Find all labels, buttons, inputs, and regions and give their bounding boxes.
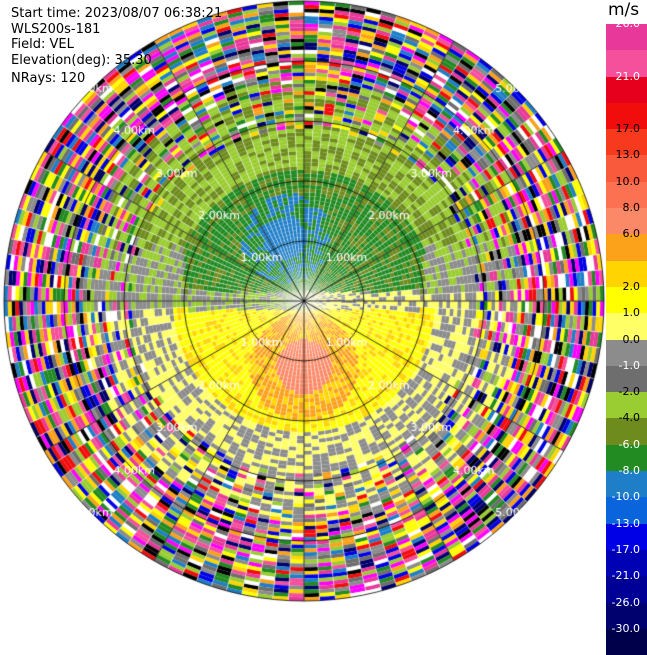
colorbar-label: 2.0 (622, 279, 641, 293)
colorbar-label: 1.0 (622, 306, 641, 320)
elevation-label: Elevation(deg): 35.30 (11, 52, 152, 68)
colorbar-segment: -10.0 (606, 490, 647, 524)
colorbar-segment: -17.0 (606, 543, 647, 577)
colorbar-segment: 17.0 (606, 122, 647, 156)
colorbar-segment: 13.0 (606, 148, 647, 182)
colorbar-segment: -6.0 (606, 438, 647, 472)
colorbar-segment: -1.0 (606, 359, 647, 393)
colorbar-unit: m/s (608, 0, 640, 20)
colorbar-label: 6.0 (622, 227, 641, 241)
colorbar-segment: 1.0 (606, 306, 647, 340)
colorbar-label: -4.0 (618, 411, 640, 425)
ppi-velocity-plot (0, 0, 647, 607)
colorbar-label: -13.0 (611, 516, 640, 530)
colorbar-label: 13.0 (615, 148, 641, 162)
colorbar-label: -26.0 (611, 595, 640, 609)
colorbar-label: 0.0 (622, 332, 641, 346)
colorbar-segment: -30.0 (606, 622, 647, 655)
colorbar-segment: -8.0 (606, 464, 647, 498)
colorbar-label: -2.0 (618, 385, 640, 399)
colorbar-label: -6.0 (618, 437, 640, 451)
field-label: Field: VEL (11, 37, 74, 52)
colorbar-label: -17.0 (611, 542, 640, 556)
colorbar-segment: 10.0 (606, 175, 647, 209)
colorbar-segment: 26.0 (606, 17, 647, 51)
colorbar-segment: -4.0 (606, 411, 647, 445)
colorbar-label: 17.0 (615, 122, 641, 136)
colorbar-segment: -2.0 (606, 385, 647, 419)
colorbar-segment: -21.0 (606, 569, 647, 603)
colorbar-label: -10.0 (611, 490, 640, 504)
colorbar-segment (606, 50, 647, 77)
colorbar-segment: 6.0 (606, 227, 647, 261)
instrument-label: WLS200s-181 (11, 21, 101, 37)
colorbar-label: -30.0 (611, 621, 640, 635)
colorbar-label: 21.0 (615, 69, 641, 83)
colorbar-segment: 8.0 (606, 201, 647, 235)
colorbar-segment: 2.0 (606, 280, 647, 314)
plot-info: Start time: 2023/08/07 06:38:21 WLS200s-… (11, 6, 222, 87)
nrays-label: NRays: 120 (11, 71, 86, 86)
colorbar-segment (606, 260, 647, 287)
colorbar-label: -1.0 (618, 358, 640, 372)
start-time-label: Start time: 2023/08/07 06:38:21 (11, 6, 223, 21)
colorbar-segment: -13.0 (606, 517, 647, 550)
colorbar-segment: 0.0 (606, 333, 647, 366)
colorbar-label: -21.0 (611, 569, 640, 583)
colorbar-label: 10.0 (615, 174, 641, 188)
colorbar-label: 8.0 (622, 201, 641, 215)
colorbar-label: 26.0 (615, 17, 641, 30)
colorbar-segment: 21.0 (606, 70, 647, 103)
colorbar-label: -8.0 (618, 464, 640, 478)
colorbar: 26.0 21.0 17.0 13.0 10.0 8.0 6.0 2.0 1.0 0.0 -1.0 -… (606, 17, 647, 655)
colorbar-segment (606, 102, 647, 130)
